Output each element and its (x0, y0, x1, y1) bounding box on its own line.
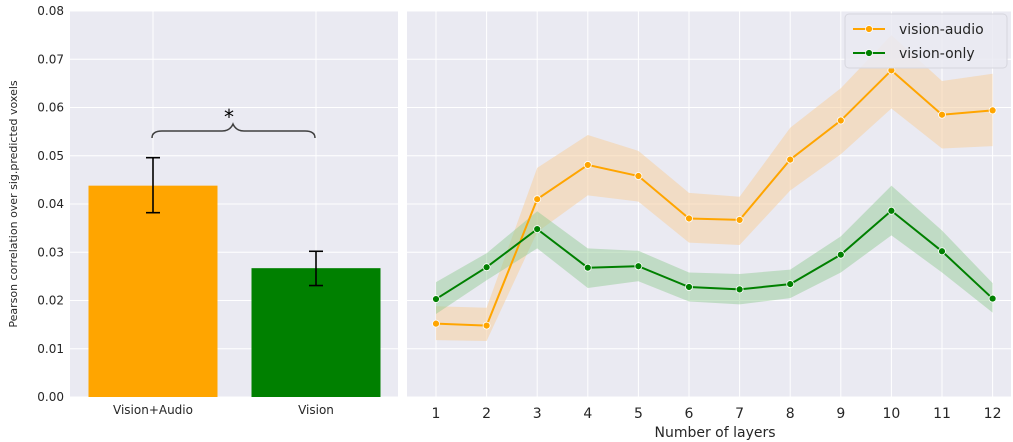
y-tick-label: 0.04 (37, 197, 64, 211)
data-point-vision-only (584, 264, 591, 271)
y-tick-label: 0.02 (37, 294, 64, 308)
data-point-vision-only (837, 251, 844, 258)
data-point-vision-only (888, 207, 895, 214)
y-tick-label: 0.01 (37, 342, 64, 356)
x-tick-label: 3 (533, 406, 542, 422)
x-axis-label: Number of layers (654, 425, 775, 441)
data-point-vision-audio (736, 216, 743, 223)
y-axis-label: Pearson correlation over sig.predicted v… (7, 80, 20, 328)
bar-vision-audio (89, 186, 218, 397)
data-point-vision-only (483, 264, 490, 271)
bar-chart-panel: 0.00 0.01 0.02 0.03 0.04 0.05 0.06 0.07 0.08 Vis… (7, 4, 398, 417)
y-tick-label: 0.08 (37, 4, 64, 18)
data-point-vision-only (635, 263, 642, 270)
data-point-vision-audio (787, 156, 794, 163)
data-point-vision-audio (483, 322, 490, 329)
x-tick-label: 5 (634, 406, 643, 422)
data-point-vision-audio (989, 107, 996, 114)
x-tick-label: 2 (482, 406, 491, 422)
data-point-vision-audio (534, 196, 541, 203)
x-tick-label: 4 (583, 406, 592, 422)
legend-label-vision-only: vision-only (899, 46, 975, 62)
x-tick-label: 9 (836, 406, 845, 422)
legend-marker-vision-only (866, 50, 873, 57)
legend-marker-vision-audio (866, 26, 873, 33)
y-tick-label: 0.03 (37, 245, 64, 259)
y-tick-label: 0.06 (37, 101, 64, 115)
legend: vision-audio vision-only (845, 14, 1007, 68)
data-point-vision-only (939, 248, 946, 255)
data-point-vision-audio (686, 215, 693, 222)
data-point-vision-audio (837, 117, 844, 124)
bar-vision (252, 268, 381, 397)
line-chart-panel: 1 2 3 4 5 6 7 8 9 10 11 12 Number of layers vision-… (407, 11, 1011, 441)
data-point-vision-only (534, 226, 541, 233)
y-tick-label: 0.00 (37, 390, 64, 404)
y-tick-label: 0.07 (37, 52, 64, 66)
data-point-vision-audio (433, 320, 440, 327)
x-tick-label: 10 (882, 406, 900, 422)
data-point-vision-only (736, 286, 743, 293)
x-tick-label: 7 (735, 406, 744, 422)
data-point-vision-only (686, 283, 693, 290)
x-tick-label: 1 (432, 406, 441, 422)
data-point-vision-only (989, 295, 996, 302)
data-point-vision-audio (635, 173, 642, 180)
x-tick-label: 12 (984, 406, 1002, 422)
y-tick-label: 0.05 (37, 149, 64, 163)
significance-star: * (224, 105, 234, 129)
x-tick-label: 11 (933, 406, 951, 422)
x-tick-label: Vision+Audio (113, 403, 193, 417)
x-tick-label: 6 (685, 406, 694, 422)
data-point-vision-audio (939, 111, 946, 118)
x-tick-label: Vision (298, 403, 334, 417)
data-point-vision-only (787, 281, 794, 288)
x-tick-label: 8 (786, 406, 795, 422)
data-point-vision-only (433, 296, 440, 303)
data-point-vision-audio (584, 161, 591, 168)
legend-label-vision-audio: vision-audio (899, 22, 984, 38)
